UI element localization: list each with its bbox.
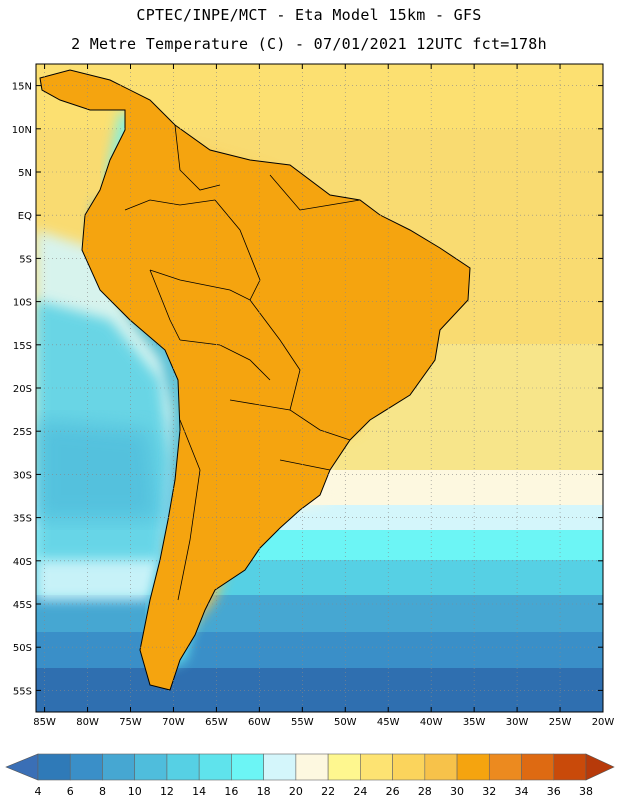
colorbar-label: 12 <box>160 785 174 798</box>
colorbar-label: 30 <box>450 785 464 798</box>
colorbar-swatch <box>166 753 200 781</box>
map-field <box>36 64 603 712</box>
andes-cold-ridge <box>90 200 190 640</box>
colorbar-label: 8 <box>99 785 106 798</box>
lat-tick-label: 20S <box>13 384 32 395</box>
chart-subtitle: 2 Metre Temperature (C) - 07/01/2021 12U… <box>71 35 547 53</box>
lat-tick-label: 25S <box>13 427 32 438</box>
colorbar-swatch <box>521 753 555 781</box>
chart-title: CPTEC/INPE/MCT - Eta Model 15km - GFS <box>136 6 482 24</box>
lon-tick-label: 75W <box>119 717 142 728</box>
colorbar-swatch <box>424 753 458 781</box>
colorbar-swatch <box>327 753 361 781</box>
lon-tick-label: 40W <box>420 717 443 728</box>
graticule <box>36 64 603 712</box>
colorbar-label: 20 <box>289 785 303 798</box>
colorbar-swatch <box>69 753 103 781</box>
colorbar-label: 24 <box>353 785 367 798</box>
colorbar-label: 34 <box>515 785 529 798</box>
lat-tick-label: 55S <box>13 686 32 697</box>
colorbar-label: 16 <box>224 785 238 798</box>
lat-tick-label: 10N <box>12 125 32 136</box>
lat-tick-label: 10S <box>13 298 32 309</box>
lon-tick-label: 65W <box>205 717 228 728</box>
lon-tick-label: 30W <box>506 717 529 728</box>
colorbar-arrow-low <box>5 753 39 781</box>
colorbar-swatch <box>456 753 490 781</box>
colorbar-label: 6 <box>67 785 74 798</box>
ocean-band-6 <box>36 668 603 712</box>
longitude-axis: 85W 80W 75W 70W 65W 60W 55W 50W 45W 40W 35W 30W 25W 2… <box>33 64 614 728</box>
colorbar-swatch <box>360 753 393 781</box>
colorbar-arrow-high <box>585 753 615 781</box>
latitude-axis: 15N 10N 5N EQ 5S 10S 15S 20S 25S 30S 35S 40S 45S 50S 5… <box>12 82 603 697</box>
lon-tick-label: 55W <box>291 717 314 728</box>
lon-tick-label: 85W <box>33 717 56 728</box>
lat-tick-label: 50S <box>13 643 32 654</box>
colorbar-label: 28 <box>418 785 432 798</box>
colorbar-swatch <box>263 753 297 781</box>
lon-tick-label: 35W <box>463 717 486 728</box>
lon-tick-label: 25W <box>549 717 572 728</box>
colorbar-label: 18 <box>257 785 271 798</box>
lon-tick-label: 70W <box>162 717 185 728</box>
ocean-band-10 <box>36 595 603 635</box>
colorbar-label: 22 <box>321 785 335 798</box>
colorbar-label: 26 <box>386 785 400 798</box>
colorbar-swatch <box>102 753 136 781</box>
colorbar-swatch <box>231 753 264 781</box>
colorbar-swatch <box>392 753 426 781</box>
colorbar-swatch <box>37 753 71 781</box>
ocean-band-8 <box>36 632 603 672</box>
colorbar-swatch <box>488 753 522 781</box>
lon-tick-label: 45W <box>377 717 400 728</box>
lat-tick-label: 40S <box>13 557 32 568</box>
colorbar-label: 4 <box>35 785 42 798</box>
country-borders <box>124 124 361 601</box>
lon-tick-label: 20W <box>592 717 615 728</box>
lon-tick-label: 50W <box>334 717 357 728</box>
lat-tick-label: 5S <box>19 254 32 265</box>
colorbar-label: 10 <box>128 785 142 798</box>
lat-tick-label: 15N <box>12 82 32 93</box>
colorbar-label: 32 <box>482 785 496 798</box>
lat-tick-label: 30S <box>13 470 32 481</box>
colorbar-swatch <box>134 753 168 781</box>
colorbar <box>5 753 615 781</box>
lat-tick-label: EQ <box>18 211 32 222</box>
colorbar-label: 14 <box>192 785 206 798</box>
colorbar-swatch <box>553 753 587 781</box>
lat-tick-label: 45S <box>13 600 32 611</box>
lat-tick-label: 35S <box>13 514 32 525</box>
lat-tick-label: 5N <box>18 168 32 179</box>
lon-tick-label: 80W <box>76 717 99 728</box>
lon-tick-label: 60W <box>248 717 271 728</box>
pacific-colder-water <box>36 420 160 520</box>
lat-tick-label: 15S <box>13 341 32 352</box>
colorbar-swatch <box>198 753 232 781</box>
colorbar-swatch <box>295 753 329 781</box>
colorbar-label: 36 <box>547 785 561 798</box>
colorbar-label: 38 <box>579 785 593 798</box>
colorbar-labels: 4 6 8 10 12 14 16 18 20 22 24 26 28 30 32 34 36 38 <box>35 785 594 798</box>
